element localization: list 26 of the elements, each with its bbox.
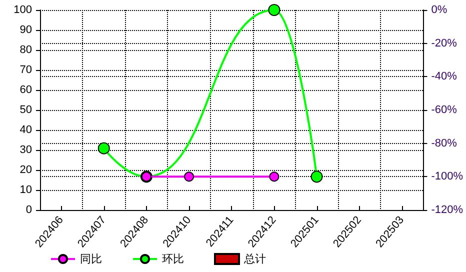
y-tick-label: 70 [20, 64, 32, 76]
y-tick-label: 40 [20, 124, 32, 136]
point [310, 170, 323, 183]
y-tick-label: 20 [20, 164, 32, 176]
legend-label: 总计 [243, 252, 266, 266]
y2-tick-label: -20% [431, 37, 458, 50]
y2-tick-label: -120% [431, 204, 464, 216]
point [98, 142, 110, 154]
y-tick-label: 90 [20, 24, 32, 36]
y2-tick-label: -80% [431, 137, 458, 150]
point [268, 4, 280, 16]
y2-tick-label: -60% [431, 104, 458, 116]
y-tick-label: 60 [20, 84, 32, 96]
y-tick-label: 0 [26, 204, 32, 216]
y2-tick-label: 0% [431, 4, 448, 16]
point [269, 172, 280, 182]
y-tick-label: 50 [20, 104, 32, 116]
y2-tick-label: -100% [431, 170, 464, 183]
y-tick-label: 80 [20, 44, 32, 56]
y-tick-label: 100 [14, 4, 32, 16]
legend-label: 环比 [162, 252, 184, 266]
point [184, 172, 194, 182]
y2-tick-label: -40% [431, 70, 458, 83]
y-tick-label: 30 [20, 144, 32, 156]
y-tick-label: 10 [20, 184, 32, 196]
legend-label: 同比 [80, 252, 102, 266]
